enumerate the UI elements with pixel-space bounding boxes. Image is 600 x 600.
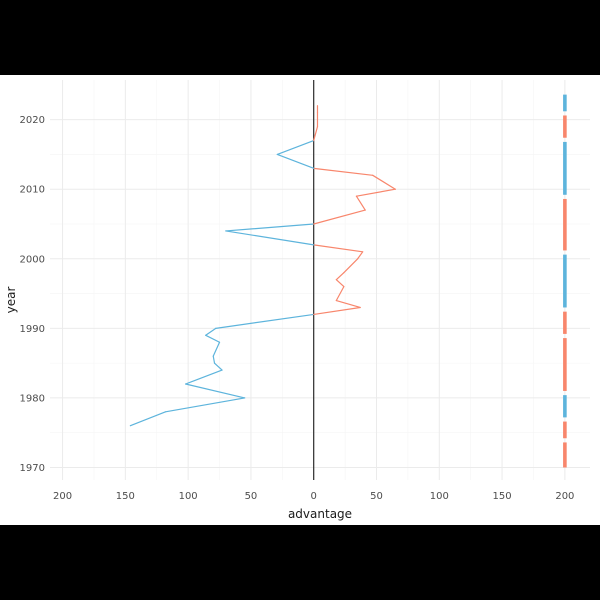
- line-segment: [213, 362, 223, 371]
- x-tick-label: 200: [53, 491, 72, 502]
- line-segment: [225, 223, 315, 232]
- line-segment: [205, 334, 221, 343]
- x-tick-label: 200: [555, 491, 574, 502]
- line-segment: [225, 230, 315, 246]
- line-segment: [276, 139, 315, 156]
- line-segment: [313, 244, 364, 253]
- line-segment: [313, 306, 361, 316]
- y-axis-ticks: 1970 1980 1990 2000 2010 2020: [20, 115, 45, 474]
- y-tick-label: 1990: [20, 324, 45, 335]
- line-segment: [372, 174, 396, 190]
- x-tick-label: 50: [370, 491, 383, 502]
- x-tick-label: 100: [430, 491, 449, 502]
- line-segment: [357, 251, 364, 260]
- line-segment: [205, 327, 217, 336]
- line-segment: [129, 411, 167, 427]
- y-tick-label: 2000: [20, 254, 45, 265]
- line-segment: [185, 383, 246, 399]
- y-tick-label: 1970: [20, 463, 45, 474]
- x-tick-label: 150: [493, 491, 512, 502]
- line-segment: [215, 313, 315, 329]
- line-segment: [313, 126, 319, 142]
- y-tick-label: 2010: [20, 185, 45, 196]
- line-segment: [335, 286, 345, 302]
- x-tick-label: 150: [116, 491, 135, 502]
- chart-panel: 200 150 100 50 0 50 100 150 200 1970 1980 1990 2000…: [0, 75, 600, 525]
- grid-minor: [50, 80, 590, 480]
- line-segment: [335, 272, 345, 281]
- x-tick-label: 100: [179, 491, 198, 502]
- line-segment: [212, 355, 216, 364]
- x-tick-label: 50: [245, 491, 258, 502]
- y-axis-title: year: [4, 287, 18, 314]
- line-chart: 200 150 100 50 0 50 100 150 200 1970 1980 1990 2000…: [4, 80, 590, 521]
- line-segment: [313, 167, 374, 176]
- line-segment: [343, 258, 359, 274]
- line-segment: [355, 188, 396, 197]
- x-axis-ticks: 200 150 100 50 0 50 100 150 200: [53, 491, 574, 502]
- grid-major: [50, 80, 590, 480]
- line-segment: [164, 397, 246, 413]
- advantage-line: [129, 105, 396, 427]
- x-tick-label: 0: [311, 491, 317, 502]
- y-tick-label: 1980: [20, 393, 45, 404]
- line-segment: [185, 369, 223, 385]
- line-segment: [355, 195, 366, 211]
- line-segment: [276, 153, 315, 169]
- line-segment: [313, 209, 366, 225]
- line-segment: [335, 299, 361, 309]
- y-tick-label: 2020: [20, 115, 45, 126]
- x-axis-title: advantage: [288, 507, 352, 521]
- line-segment: [212, 341, 221, 357]
- line-segment: [335, 279, 345, 288]
